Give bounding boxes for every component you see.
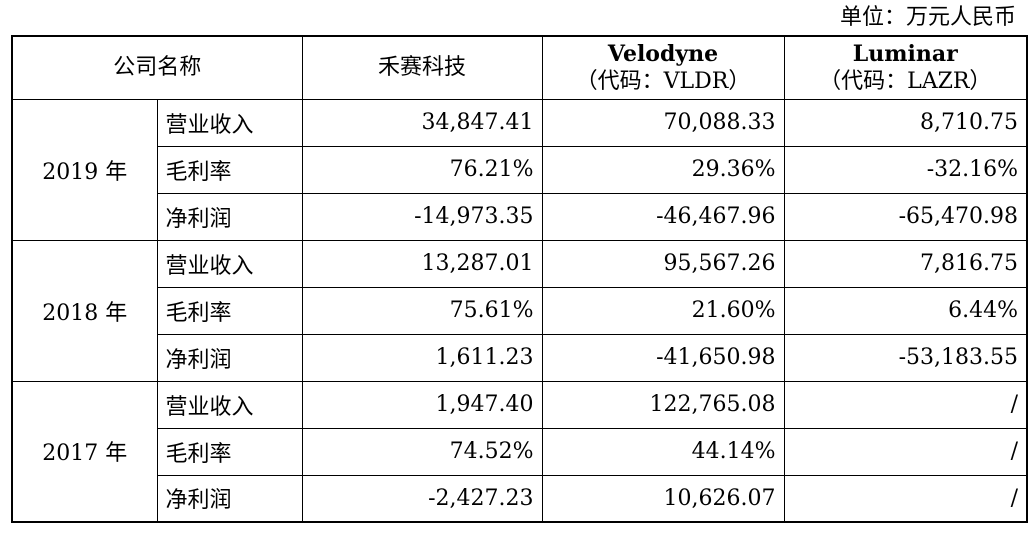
header-company-velodyne: Velodyne （代码：VLDR） — [541, 35, 785, 100]
value-cell: / — [783, 380, 1028, 429]
company-name: Luminar — [852, 40, 958, 67]
metric-cell: 净利润 — [156, 192, 303, 241]
value-cell: 8,710.75 — [783, 98, 1028, 147]
value-cell: 34,847.41 — [301, 98, 543, 147]
value-cell: 13,287.01 — [301, 239, 543, 288]
table-row: 毛利率 74.52% 44.14% / — [12, 427, 1028, 476]
metric-cell: 毛利率 — [156, 427, 303, 476]
table-row: 2019 年 营业收入 34,847.41 70,088.33 8,710.75 — [11, 98, 1028, 241]
metric-cell: 净利润 — [156, 474, 303, 523]
value-cell: 75.61% — [301, 286, 543, 335]
value-cell: -2,427.23 — [301, 474, 543, 523]
value-cell: 74.52% — [301, 427, 543, 476]
value-cell: 10,626.07 — [541, 474, 785, 523]
metric-cell: 营业收入 — [156, 239, 303, 288]
value-cell: 70,088.33 — [541, 98, 785, 147]
metric-cell: 毛利率 — [156, 286, 303, 335]
table-row: 净利润 1,611.23 -41,650.98 -53,183.55 — [12, 333, 1028, 382]
value-cell: 6.44% — [783, 286, 1028, 335]
value-cell: -53,183.55 — [783, 333, 1028, 382]
table-row: 2017 年 营业收入 1,947.40 122,765.08 / — [11, 380, 1028, 523]
year-cell: 2018 年 — [11, 239, 158, 382]
table-row: 2018 年 营业收入 13,287.01 95,567.26 7,816.75 — [11, 239, 1028, 382]
table-row: 毛利率 75.61% 21.60% 6.44% — [12, 286, 1028, 335]
company-code: （代码：LAZR） — [819, 68, 992, 94]
metric-cell: 净利润 — [156, 333, 303, 382]
value-cell: -41,650.98 — [541, 333, 785, 382]
value-cell: -14,973.35 — [301, 192, 543, 241]
header-company-hesai: 禾赛科技 — [301, 35, 543, 100]
value-cell: -65,470.98 — [783, 192, 1028, 241]
company-name: Velodyne — [607, 40, 719, 67]
value-cell: / — [783, 474, 1028, 523]
table-row: 净利润 -2,427.23 10,626.07 / — [12, 474, 1028, 523]
value-cell: 44.14% — [541, 427, 785, 476]
unit-label: 单位：万元人民币 — [839, 5, 1016, 30]
metric-cell: 毛利率 — [156, 145, 303, 194]
value-cell: / — [783, 427, 1028, 476]
table-row: 净利润 -14,973.35 -46,467.96 -65,470.98 — [12, 192, 1028, 241]
value-cell: 1,611.23 — [301, 333, 543, 382]
table-header-row: 公司名称 禾赛科技 Velodyne （代码：VLDR） Luminar （代码… — [11, 35, 1028, 100]
header-company-luminar: Luminar （代码：LAZR） — [783, 35, 1028, 100]
metric-cell: 营业收入 — [156, 380, 303, 429]
value-cell: 1,947.40 — [301, 380, 543, 429]
table-row: 毛利率 76.21% 29.36% -32.16% — [12, 145, 1028, 194]
value-cell: -32.16% — [783, 145, 1028, 194]
company-name: 禾赛科技 — [378, 54, 467, 80]
value-cell: -46,467.96 — [541, 192, 785, 241]
header-company-name: 公司名称 — [11, 35, 303, 100]
metric-cell: 营业收入 — [156, 98, 303, 147]
value-cell: 29.36% — [541, 145, 785, 194]
value-cell: 95,567.26 — [541, 239, 785, 288]
value-cell: 21.60% — [541, 286, 785, 335]
value-cell: 7,816.75 — [783, 239, 1028, 288]
financial-comparison-table: 公司名称 禾赛科技 Velodyne （代码：VLDR） Luminar （代码… — [11, 35, 1029, 523]
year-cell: 2019 年 — [11, 98, 158, 241]
value-cell: 122,765.08 — [541, 380, 785, 429]
company-code: （代码：VLDR） — [575, 68, 751, 94]
year-cell: 2017 年 — [11, 380, 158, 523]
value-cell: 76.21% — [301, 145, 543, 194]
